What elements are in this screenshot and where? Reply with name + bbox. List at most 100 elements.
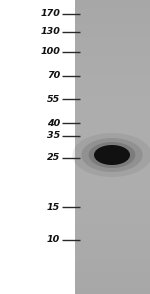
Bar	[75, 215, 150, 218]
Bar	[75, 232, 150, 236]
Bar	[75, 115, 150, 118]
Bar	[75, 273, 150, 277]
Bar	[75, 35, 150, 39]
Bar	[75, 159, 150, 162]
Text: 15: 15	[47, 203, 60, 211]
Bar	[75, 244, 150, 248]
Bar	[75, 276, 150, 280]
Bar	[75, 285, 150, 289]
Text: 100: 100	[40, 48, 60, 56]
Bar	[75, 138, 150, 142]
Text: 70: 70	[47, 71, 60, 81]
Bar	[75, 0, 150, 4]
Bar	[75, 106, 150, 109]
Bar	[75, 200, 150, 203]
Bar	[75, 203, 150, 206]
Bar	[75, 238, 150, 242]
Bar	[75, 279, 150, 283]
Bar	[75, 212, 150, 215]
Bar	[75, 256, 150, 259]
Bar	[75, 9, 150, 12]
Bar	[75, 156, 150, 159]
Bar	[75, 132, 150, 136]
Bar	[75, 91, 150, 95]
Bar	[75, 288, 150, 292]
Text: 40: 40	[47, 118, 60, 128]
Bar	[75, 0, 150, 294]
Text: 10: 10	[47, 235, 60, 245]
Bar	[75, 21, 150, 24]
Ellipse shape	[89, 142, 135, 168]
Bar	[75, 173, 150, 177]
Bar	[75, 147, 150, 151]
Bar	[75, 179, 150, 183]
Bar	[75, 65, 150, 68]
Bar	[75, 262, 150, 265]
Bar	[75, 197, 150, 201]
Ellipse shape	[72, 133, 150, 177]
Bar	[75, 206, 150, 209]
Bar	[75, 235, 150, 239]
Bar	[75, 24, 150, 27]
Bar	[75, 88, 150, 92]
Bar	[75, 165, 150, 168]
Bar	[75, 56, 150, 59]
Bar	[75, 103, 150, 106]
Bar	[75, 135, 150, 139]
Bar	[75, 123, 150, 127]
Bar	[75, 259, 150, 262]
Bar	[75, 162, 150, 165]
Bar	[75, 71, 150, 74]
Ellipse shape	[81, 138, 143, 172]
Bar	[75, 229, 150, 233]
Bar	[75, 270, 150, 274]
Bar	[75, 226, 150, 230]
Bar	[75, 141, 150, 145]
Bar	[75, 253, 150, 256]
Bar	[75, 220, 150, 224]
Bar	[75, 171, 150, 174]
Bar	[75, 185, 150, 189]
Bar	[75, 194, 150, 198]
Bar	[75, 247, 150, 250]
Bar	[75, 62, 150, 65]
Bar	[75, 250, 150, 253]
Bar	[75, 150, 150, 153]
Bar	[75, 12, 150, 15]
Bar	[75, 191, 150, 195]
Bar	[75, 15, 150, 18]
Bar	[75, 18, 150, 21]
Bar	[75, 109, 150, 112]
Bar	[75, 68, 150, 71]
Bar	[75, 241, 150, 245]
Bar	[75, 94, 150, 98]
Bar	[75, 59, 150, 62]
Bar	[75, 26, 150, 30]
Bar	[75, 209, 150, 212]
Bar	[75, 85, 150, 89]
Text: 170: 170	[40, 9, 60, 19]
Bar	[75, 47, 150, 51]
Bar	[75, 38, 150, 42]
Bar	[75, 223, 150, 227]
Text: 55: 55	[47, 94, 60, 103]
Bar	[75, 82, 150, 86]
Bar	[75, 218, 150, 221]
Text: 35: 35	[47, 131, 60, 141]
Bar	[75, 282, 150, 286]
Bar	[75, 41, 150, 45]
Bar	[75, 265, 150, 268]
Bar	[75, 3, 150, 6]
Bar	[75, 118, 150, 121]
Bar	[75, 100, 150, 103]
Bar	[75, 74, 150, 77]
Bar	[75, 44, 150, 48]
Bar	[75, 121, 150, 124]
Bar	[75, 53, 150, 56]
Bar	[75, 144, 150, 148]
Bar	[75, 32, 150, 36]
Bar	[75, 76, 150, 80]
Bar	[75, 50, 150, 54]
Bar	[75, 176, 150, 180]
Bar	[75, 188, 150, 192]
